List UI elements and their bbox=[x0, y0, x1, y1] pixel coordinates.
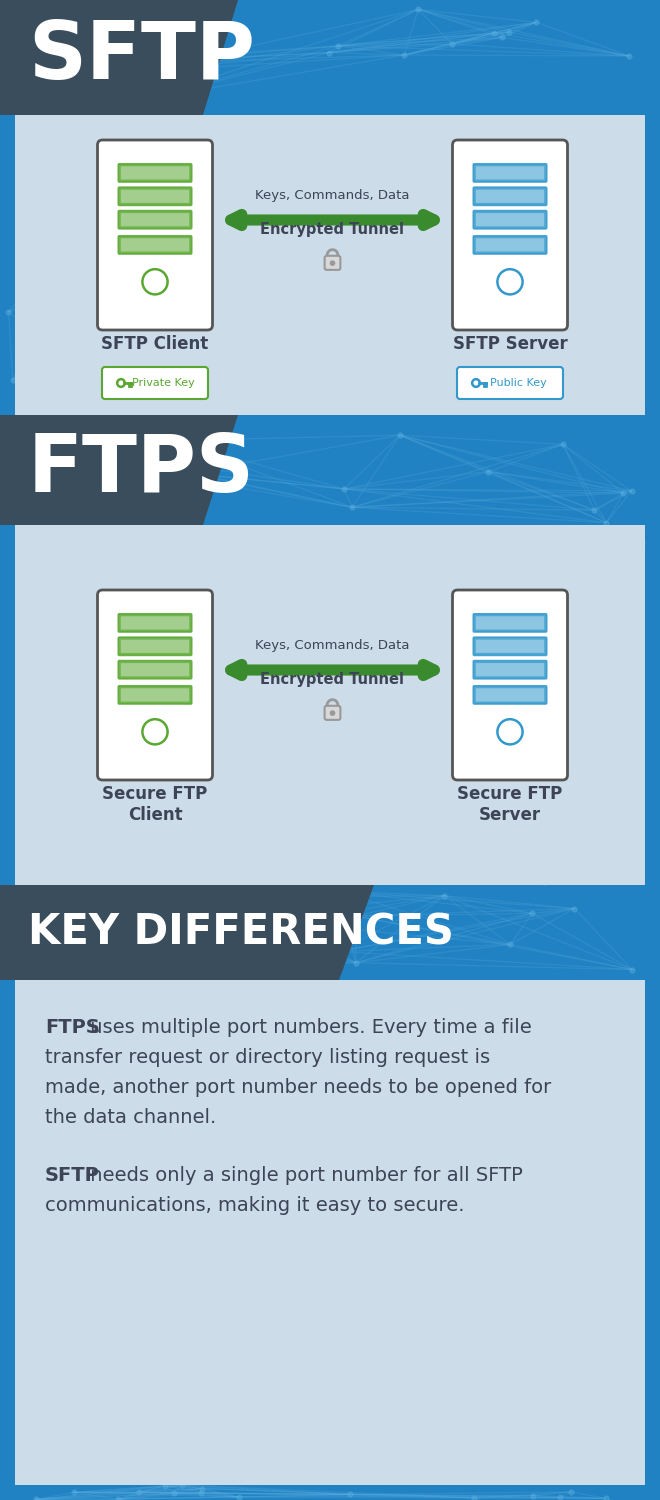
Text: FTPS: FTPS bbox=[45, 1019, 100, 1036]
FancyBboxPatch shape bbox=[476, 688, 544, 702]
Text: Secure FTP
Client: Secure FTP Client bbox=[102, 784, 208, 824]
FancyBboxPatch shape bbox=[121, 189, 189, 202]
FancyBboxPatch shape bbox=[473, 210, 546, 230]
FancyBboxPatch shape bbox=[476, 166, 544, 180]
Text: FTPS: FTPS bbox=[28, 430, 255, 508]
Text: needs only a single port number for all SFTP: needs only a single port number for all … bbox=[84, 1166, 523, 1185]
FancyBboxPatch shape bbox=[476, 189, 544, 202]
FancyBboxPatch shape bbox=[121, 213, 189, 226]
FancyBboxPatch shape bbox=[121, 238, 189, 252]
Circle shape bbox=[331, 261, 335, 266]
Polygon shape bbox=[0, 885, 374, 980]
Circle shape bbox=[331, 711, 335, 716]
FancyBboxPatch shape bbox=[476, 663, 544, 676]
FancyBboxPatch shape bbox=[118, 686, 191, 703]
Text: Keys, Commands, Data: Keys, Commands, Data bbox=[255, 189, 410, 202]
FancyBboxPatch shape bbox=[325, 256, 341, 270]
Bar bbox=[15, 980, 645, 1485]
FancyBboxPatch shape bbox=[473, 614, 546, 632]
FancyBboxPatch shape bbox=[473, 236, 546, 254]
Bar bbox=[15, 116, 645, 416]
Text: SFTP: SFTP bbox=[28, 18, 255, 96]
Text: Secure FTP
Server: Secure FTP Server bbox=[457, 784, 562, 824]
FancyBboxPatch shape bbox=[98, 140, 213, 330]
Text: uses multiple port numbers. Every time a file: uses multiple port numbers. Every time a… bbox=[84, 1019, 532, 1036]
Text: SFTP Server: SFTP Server bbox=[453, 334, 568, 352]
FancyBboxPatch shape bbox=[118, 614, 191, 632]
FancyBboxPatch shape bbox=[121, 166, 189, 180]
FancyBboxPatch shape bbox=[476, 639, 544, 652]
FancyBboxPatch shape bbox=[118, 660, 191, 680]
FancyBboxPatch shape bbox=[118, 164, 191, 182]
Circle shape bbox=[498, 268, 523, 294]
FancyBboxPatch shape bbox=[476, 238, 544, 252]
FancyBboxPatch shape bbox=[118, 210, 191, 230]
Text: SFTP: SFTP bbox=[45, 1166, 100, 1185]
Circle shape bbox=[143, 268, 168, 294]
FancyBboxPatch shape bbox=[473, 686, 546, 703]
FancyBboxPatch shape bbox=[476, 213, 544, 226]
Text: SFTP Client: SFTP Client bbox=[102, 334, 209, 352]
FancyBboxPatch shape bbox=[102, 368, 208, 399]
Text: communications, making it easy to secure.: communications, making it easy to secure… bbox=[45, 1196, 465, 1215]
Circle shape bbox=[143, 718, 168, 744]
Circle shape bbox=[472, 380, 480, 387]
Bar bbox=[15, 525, 645, 885]
FancyBboxPatch shape bbox=[473, 164, 546, 182]
Text: Encrypted Tunnel: Encrypted Tunnel bbox=[261, 672, 405, 687]
FancyBboxPatch shape bbox=[118, 638, 191, 656]
FancyBboxPatch shape bbox=[476, 616, 544, 630]
FancyBboxPatch shape bbox=[118, 188, 191, 206]
FancyBboxPatch shape bbox=[473, 188, 546, 206]
Text: Encrypted Tunnel: Encrypted Tunnel bbox=[261, 222, 405, 237]
Text: the data channel.: the data channel. bbox=[45, 1108, 216, 1126]
Text: KEY DIFFERENCES: KEY DIFFERENCES bbox=[28, 912, 454, 954]
Polygon shape bbox=[0, 0, 238, 116]
FancyBboxPatch shape bbox=[473, 638, 546, 656]
FancyBboxPatch shape bbox=[453, 590, 568, 780]
FancyBboxPatch shape bbox=[453, 140, 568, 330]
FancyBboxPatch shape bbox=[457, 368, 563, 399]
Polygon shape bbox=[0, 416, 238, 525]
FancyBboxPatch shape bbox=[98, 590, 213, 780]
Text: made, another port number needs to be opened for: made, another port number needs to be op… bbox=[45, 1078, 551, 1096]
FancyBboxPatch shape bbox=[325, 706, 341, 720]
Text: Keys, Commands, Data: Keys, Commands, Data bbox=[255, 639, 410, 652]
Text: transfer request or directory listing request is: transfer request or directory listing re… bbox=[45, 1048, 490, 1066]
FancyBboxPatch shape bbox=[121, 639, 189, 652]
Text: Public Key: Public Key bbox=[490, 378, 546, 388]
FancyBboxPatch shape bbox=[473, 660, 546, 680]
FancyBboxPatch shape bbox=[118, 236, 191, 254]
FancyBboxPatch shape bbox=[121, 688, 189, 702]
FancyBboxPatch shape bbox=[121, 663, 189, 676]
Circle shape bbox=[498, 718, 523, 744]
Text: Private Key: Private Key bbox=[131, 378, 195, 388]
Circle shape bbox=[117, 380, 125, 387]
FancyBboxPatch shape bbox=[121, 616, 189, 630]
